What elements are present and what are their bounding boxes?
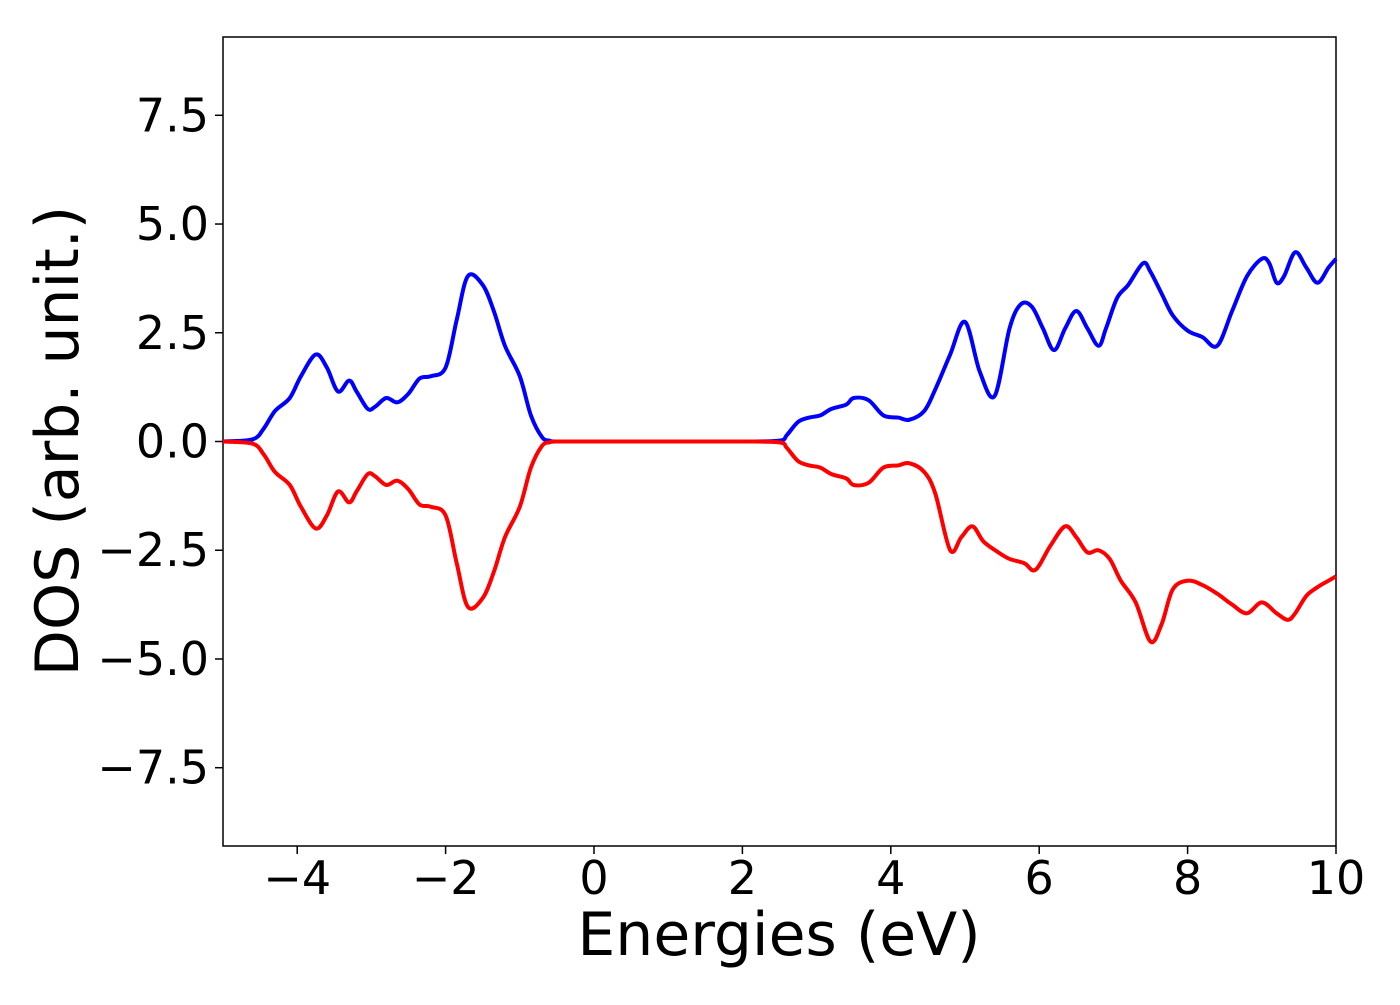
x-tick-label: 0 — [579, 851, 608, 905]
series-layer — [222, 250, 1338, 645]
series-line-1 — [222, 439, 1338, 645]
y-tick-label: 2.5 — [136, 306, 209, 360]
y-tick-label: 7.5 — [136, 88, 209, 142]
x-tick-label: −2 — [412, 851, 480, 905]
x-tick-label: −4 — [263, 851, 331, 905]
x-tick-label: 8 — [1173, 851, 1202, 905]
y-tick-label: −5.0 — [97, 632, 209, 686]
y-tick-label: −2.5 — [97, 523, 209, 577]
x-tick-label: 10 — [1307, 851, 1366, 905]
x-axis-title: Energies (eV) — [577, 900, 980, 970]
y-axis-title: DOS (arb. unit.) — [23, 206, 93, 676]
series-line-0 — [222, 250, 1338, 444]
x-axis: −4 −2 0 2 4 6 8 10 — [263, 846, 1365, 905]
x-tick-label: 2 — [728, 851, 757, 905]
y-tick-label: 0.0 — [136, 415, 209, 469]
x-tick-label: 4 — [876, 851, 905, 905]
x-tick-label: 6 — [1025, 851, 1054, 905]
y-tick-label: 5.0 — [136, 197, 209, 251]
y-tick-label: −7.5 — [97, 741, 209, 795]
y-axis: 7.5 5.0 2.5 0.0 −2.5 −5.0 −7.5 — [97, 88, 223, 795]
